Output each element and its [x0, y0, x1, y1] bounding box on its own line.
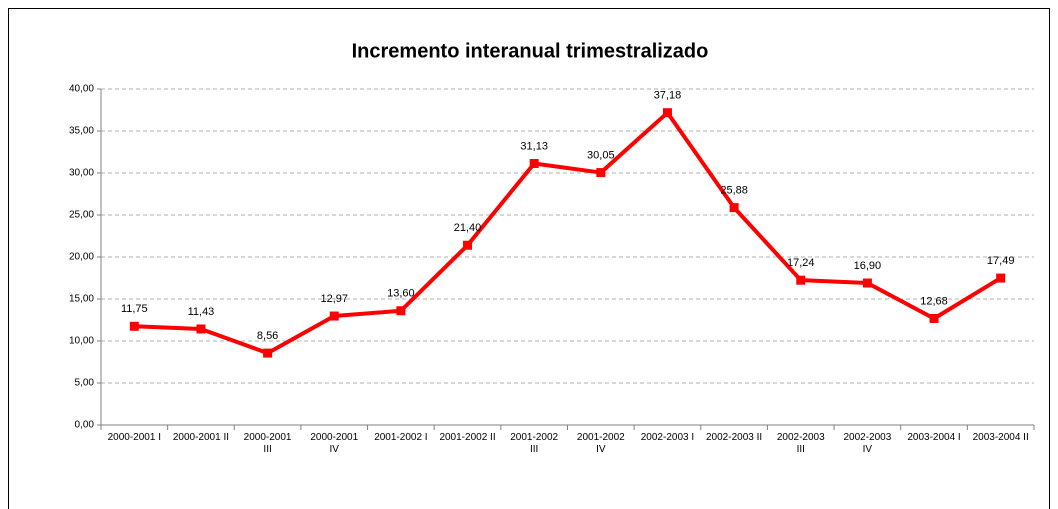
- y-tick-label: 10,00: [69, 336, 94, 347]
- x-tick-label: 2002-2003 I: [640, 432, 695, 443]
- data-label: 21,40: [454, 222, 482, 234]
- data-label: 13,60: [387, 288, 415, 300]
- x-tick-label: 2002-2003 III: [776, 432, 825, 455]
- x-tick-label: 2003-2004 II: [972, 432, 1029, 443]
- y-tick-label: 30,00: [69, 168, 94, 179]
- x-tick-label: 2000-2001 IV: [310, 432, 359, 455]
- y-tick-label: 0,00: [75, 420, 95, 431]
- marker: [463, 240, 473, 250]
- y-tick-label: 35,00: [69, 126, 94, 137]
- marker: [729, 203, 739, 213]
- marker: [263, 348, 273, 358]
- marker: [129, 321, 139, 331]
- data-label: 16,90: [854, 260, 882, 272]
- data-label: 11,43: [188, 306, 215, 318]
- data-label: 30,05: [587, 149, 615, 161]
- marker: [596, 168, 606, 178]
- data-label: 11,75: [121, 303, 148, 315]
- data-label: 8,56: [257, 330, 278, 342]
- data-label: 31,13: [520, 140, 548, 152]
- data-label: 17,24: [787, 257, 815, 269]
- x-tick-label: 2001-2002 I: [374, 432, 428, 443]
- marker: [929, 313, 939, 323]
- x-tick-label: 2001-2002 IV: [576, 432, 625, 455]
- x-tick-label: 2001-2002 III: [510, 432, 559, 455]
- chart-border: [8, 8, 1050, 509]
- data-label: 37,18: [654, 90, 682, 102]
- x-tick-label: 2000-2001 II: [172, 432, 230, 443]
- data-label: 12,97: [320, 293, 348, 305]
- y-tick-label: 20,00: [69, 252, 94, 263]
- data-label: 25,88: [720, 185, 748, 197]
- y-tick-label: 5,00: [75, 378, 95, 389]
- marker: [329, 311, 339, 321]
- x-tick-label: 2000-2001 I: [107, 432, 161, 443]
- marker: [529, 159, 539, 169]
- x-tick-label: 2002-2003 II: [706, 432, 763, 443]
- line: [134, 110, 1002, 356]
- x-tick-label: 2000-2001 III: [243, 432, 292, 455]
- chart-title: Incremento interanual trimestralizado: [352, 40, 709, 62]
- marker: [996, 273, 1006, 283]
- marker: [196, 324, 206, 334]
- x-tick-label: 2001-2002 II: [439, 432, 496, 443]
- data-label: 17,49: [987, 255, 1015, 267]
- y-tick-label: 40,00: [69, 84, 94, 95]
- marker: [396, 306, 406, 316]
- marker: [862, 278, 872, 288]
- x-tick-label: 2002-2003 IV: [843, 432, 892, 455]
- y-tick-label: 15,00: [69, 294, 94, 305]
- y-tick-label: 25,00: [69, 210, 94, 221]
- data-label: 12,68: [920, 295, 948, 307]
- marker: [796, 275, 806, 285]
- x-tick-label: 2003-2004 I: [907, 432, 961, 443]
- marker: [662, 108, 672, 118]
